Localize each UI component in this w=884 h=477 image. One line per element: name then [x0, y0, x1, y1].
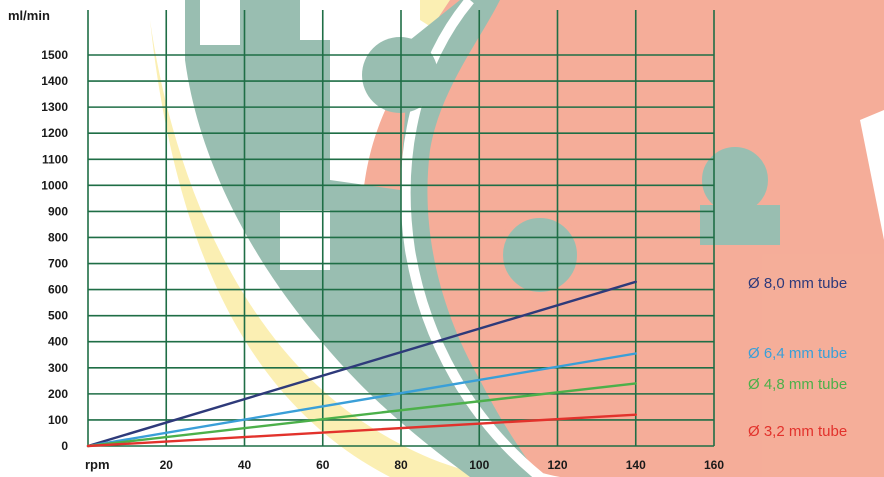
bg-white-slot — [200, 0, 240, 45]
y-tick-label: 200 — [48, 387, 68, 401]
series-line-2 — [86, 382, 637, 448]
grid-lines — [87, 10, 715, 447]
legend: Ø 8,0 mm tube Ø 6,4 mm tube Ø 4,8 mm tub… — [748, 275, 847, 440]
series-line-1 — [86, 352, 637, 448]
x-tick-label: 40 — [238, 458, 252, 472]
y-tick-label: 600 — [48, 283, 68, 297]
y-tick-label: 700 — [48, 257, 68, 271]
y-tick-label: 400 — [48, 335, 68, 349]
legend-item-4-8-mm: Ø 4,8 mm tube — [748, 376, 847, 393]
y-tick-label: 500 — [48, 309, 68, 323]
y-tick-label: 1200 — [41, 126, 68, 140]
y-tick-label: 300 — [48, 361, 68, 375]
y-tick-label: 900 — [48, 204, 68, 218]
y-tick-label: 0 — [61, 439, 68, 453]
background-illustration — [150, 0, 884, 477]
x-tick-label: 160 — [704, 458, 724, 472]
y-axis-title: ml/min — [8, 8, 50, 23]
bg-teal-shape — [185, 0, 540, 477]
series-line-3 — [86, 413, 637, 448]
legend-item-6-4-mm: Ø 6,4 mm tube — [748, 345, 847, 362]
bg-teal-circle-mid — [497, 212, 583, 298]
series-line-0 — [86, 280, 637, 448]
x-tick-label: 100 — [469, 458, 489, 472]
x-tick-label: 80 — [394, 458, 408, 472]
bg-white-notch — [860, 110, 884, 240]
x-axis-title: rpm — [85, 457, 110, 472]
x-tick-label: 60 — [316, 458, 330, 472]
series-lines — [86, 280, 637, 448]
y-tick-labels: 0 100 200 300 400 500 600 700 800 900 1000 1100 1200… — [41, 48, 68, 453]
bg-teal-circle-top — [362, 37, 438, 113]
y-tick-label: 1400 — [41, 74, 68, 88]
x-tick-label: 120 — [547, 458, 567, 472]
x-tick-label: 140 — [626, 458, 646, 472]
y-tick-label: 800 — [48, 230, 68, 244]
bg-white-inlet — [280, 210, 330, 270]
y-tick-label: 100 — [48, 413, 68, 427]
bg-salmon-shape — [330, 0, 884, 477]
legend-item-8-0-mm: Ø 8,0 mm tube — [748, 275, 847, 292]
y-tick-label: 1500 — [41, 48, 68, 62]
x-tick-label: 20 — [160, 458, 174, 472]
y-tick-label: 1000 — [41, 178, 68, 192]
y-tick-label: 1300 — [41, 100, 68, 114]
x-tick-labels: 20 40 60 80 100 120 140 160 — [160, 458, 725, 472]
legend-item-3-2-mm: Ø 3,2 mm tube — [748, 423, 847, 440]
y-tick-label: 1100 — [42, 152, 68, 166]
